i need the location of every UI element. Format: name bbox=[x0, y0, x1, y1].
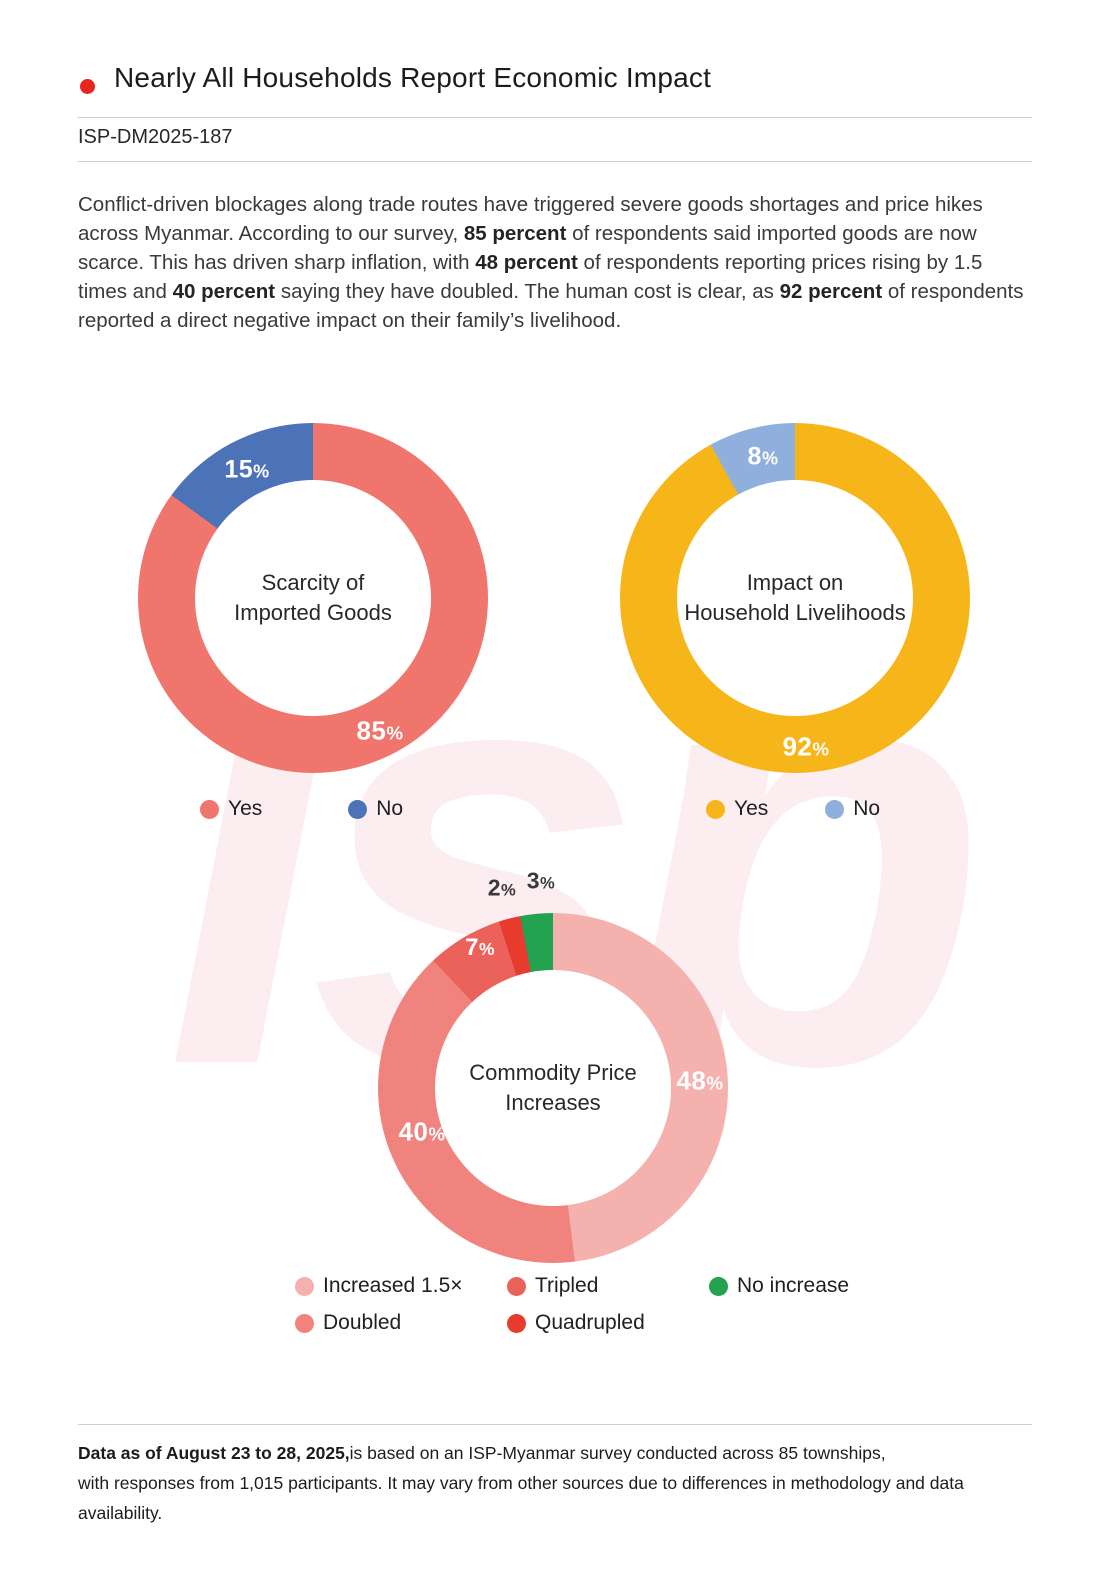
donut-chart-scarcity-imported-goods: Scarcity of Imported Goods bbox=[138, 423, 488, 773]
slice-label-no-15: 15% bbox=[224, 456, 269, 485]
slice-label-yes-92: 92% bbox=[782, 732, 829, 763]
percent-sign: % bbox=[540, 873, 556, 893]
title-bullet-icon bbox=[80, 79, 95, 94]
legend-dot-icon bbox=[706, 799, 725, 819]
legend-scarcity: Yes No bbox=[200, 797, 403, 821]
legend-livelihoods: Yes No bbox=[706, 797, 880, 821]
divider bbox=[78, 161, 1032, 162]
text-segment: of respondents said imported goods are n… bbox=[78, 222, 977, 274]
legend-item: No bbox=[348, 797, 403, 821]
slice-label-tripled-7: 7% bbox=[465, 934, 495, 962]
chart-title-line: Household Livelihoods bbox=[684, 600, 906, 625]
donut-hole: Commodity Price Increases bbox=[435, 970, 671, 1206]
slice-label-increased-48: 48% bbox=[676, 1066, 723, 1097]
chart-title-line: Commodity Price bbox=[469, 1060, 637, 1085]
emphasized-text: 48 percent bbox=[475, 251, 578, 274]
percent-sign: % bbox=[428, 1123, 446, 1145]
slice-label-doubled-40: 40% bbox=[398, 1117, 445, 1148]
legend-label: Yes bbox=[228, 797, 263, 820]
slice-value: 3 bbox=[526, 867, 541, 894]
slice-value: 15 bbox=[224, 455, 254, 484]
footer-line: with responses from 1,015 participants. … bbox=[78, 1468, 1040, 1528]
slice-value: 7 bbox=[465, 934, 479, 961]
slice-label-no-8: 8% bbox=[748, 443, 779, 472]
donut-hole: Scarcity of Imported Goods bbox=[195, 480, 431, 716]
slice-value: 2 bbox=[487, 874, 502, 901]
legend-dot-icon bbox=[295, 1276, 314, 1296]
legend-item: Yes bbox=[200, 797, 262, 821]
legend-item: Yes bbox=[706, 797, 768, 821]
percent-sign: % bbox=[386, 722, 404, 744]
percent-sign: % bbox=[706, 1072, 724, 1094]
slice-label-quadrupled-2: 2% bbox=[488, 875, 517, 902]
legend-item: Increased 1.5× bbox=[295, 1274, 507, 1298]
percent-sign: % bbox=[812, 738, 830, 760]
intro-paragraph: Conflict-driven blockages along trade ro… bbox=[78, 190, 1036, 335]
footer-line: Data as of August 23 to 28, 2025,is base… bbox=[78, 1438, 1040, 1468]
text-segment: is based on an ISP-Myanmar survey conduc… bbox=[349, 1443, 886, 1463]
percent-sign: % bbox=[253, 461, 270, 482]
legend-label: Tripled bbox=[535, 1274, 599, 1297]
percent-sign: % bbox=[761, 448, 779, 469]
page-title: Nearly All Households Report Economic Im… bbox=[114, 62, 712, 93]
legend-label: No bbox=[853, 797, 881, 820]
emphasized-text: 85 percent bbox=[463, 222, 567, 245]
chart-center-title: Commodity Price Increases bbox=[469, 1058, 636, 1118]
legend-dot-icon bbox=[709, 1276, 728, 1296]
legend-item: Doubled bbox=[295, 1311, 507, 1335]
legend-item: Tripled bbox=[507, 1274, 709, 1298]
legend-item: Quadrupled bbox=[507, 1311, 709, 1335]
legend-label: Yes bbox=[734, 797, 769, 820]
text-segment: with responses from 1,015 participants. … bbox=[78, 1473, 964, 1523]
footer-note: Data as of August 23 to 28, 2025,is base… bbox=[78, 1438, 1040, 1528]
legend-item: No increase bbox=[709, 1274, 849, 1298]
text-segment: of respondents reporting prices rising b… bbox=[78, 251, 983, 303]
divider bbox=[78, 117, 1032, 118]
chart-center-title: Scarcity of Imported Goods bbox=[234, 568, 392, 628]
legend-dot-icon bbox=[348, 799, 368, 819]
chart-title-line: Scarcity of bbox=[261, 570, 365, 595]
donut-hole: Impact on Household Livelihoods bbox=[677, 480, 913, 716]
legend-label: Doubled bbox=[323, 1311, 402, 1334]
percent-sign: % bbox=[501, 880, 517, 900]
divider bbox=[78, 1424, 1032, 1425]
chart-title-line: Imported Goods bbox=[234, 600, 392, 625]
legend-dot-icon bbox=[507, 1276, 526, 1296]
legend-label: Quadrupled bbox=[535, 1311, 645, 1334]
slice-label-yes-85: 85% bbox=[356, 716, 403, 747]
legend-dot-icon bbox=[295, 1313, 314, 1333]
legend-commodity-prices: Increased 1.5× Tripled No increase Doubled Q… bbox=[295, 1274, 849, 1335]
emphasized-text: 92 percent bbox=[779, 280, 883, 303]
percent-sign: % bbox=[479, 939, 495, 959]
emphasized-text: Data as of August 23 to 28, 2025, bbox=[78, 1443, 350, 1463]
emphasized-text: 40 percent bbox=[172, 280, 276, 303]
donut-chart-commodity-price-increases: Commodity Price Increases bbox=[378, 913, 728, 1263]
slice-value: 8 bbox=[747, 442, 762, 471]
chart-title-line: Increases bbox=[505, 1090, 601, 1115]
document-id: ISP-DM2025-187 bbox=[78, 126, 233, 148]
slice-value: 48 bbox=[676, 1065, 707, 1096]
slice-value: 85 bbox=[356, 715, 387, 746]
legend-dot-icon bbox=[200, 799, 219, 819]
chart-title-line: Impact on bbox=[746, 570, 844, 595]
legend-label: Increased 1.5× bbox=[323, 1274, 463, 1297]
slice-label-no-increase-3: 3% bbox=[527, 868, 556, 895]
legend-label: No increase bbox=[737, 1274, 850, 1297]
chart-center-title: Impact on Household Livelihoods bbox=[684, 568, 905, 628]
legend-dot-icon bbox=[507, 1313, 526, 1333]
legend-item: No bbox=[825, 797, 880, 821]
legend-label: No bbox=[376, 797, 404, 820]
slice-value: 40 bbox=[398, 1116, 429, 1147]
text-segment: of respondents reported a direct negativ… bbox=[78, 280, 1024, 332]
text-segment: Conflict-driven blockages along trade ro… bbox=[78, 193, 983, 245]
donut-chart-household-livelihoods: Impact on Household Livelihoods bbox=[620, 423, 970, 773]
text-segment: saying they have doubled. The human cost… bbox=[275, 280, 780, 303]
slice-value: 92 bbox=[782, 731, 813, 762]
legend-dot-icon bbox=[825, 799, 845, 819]
